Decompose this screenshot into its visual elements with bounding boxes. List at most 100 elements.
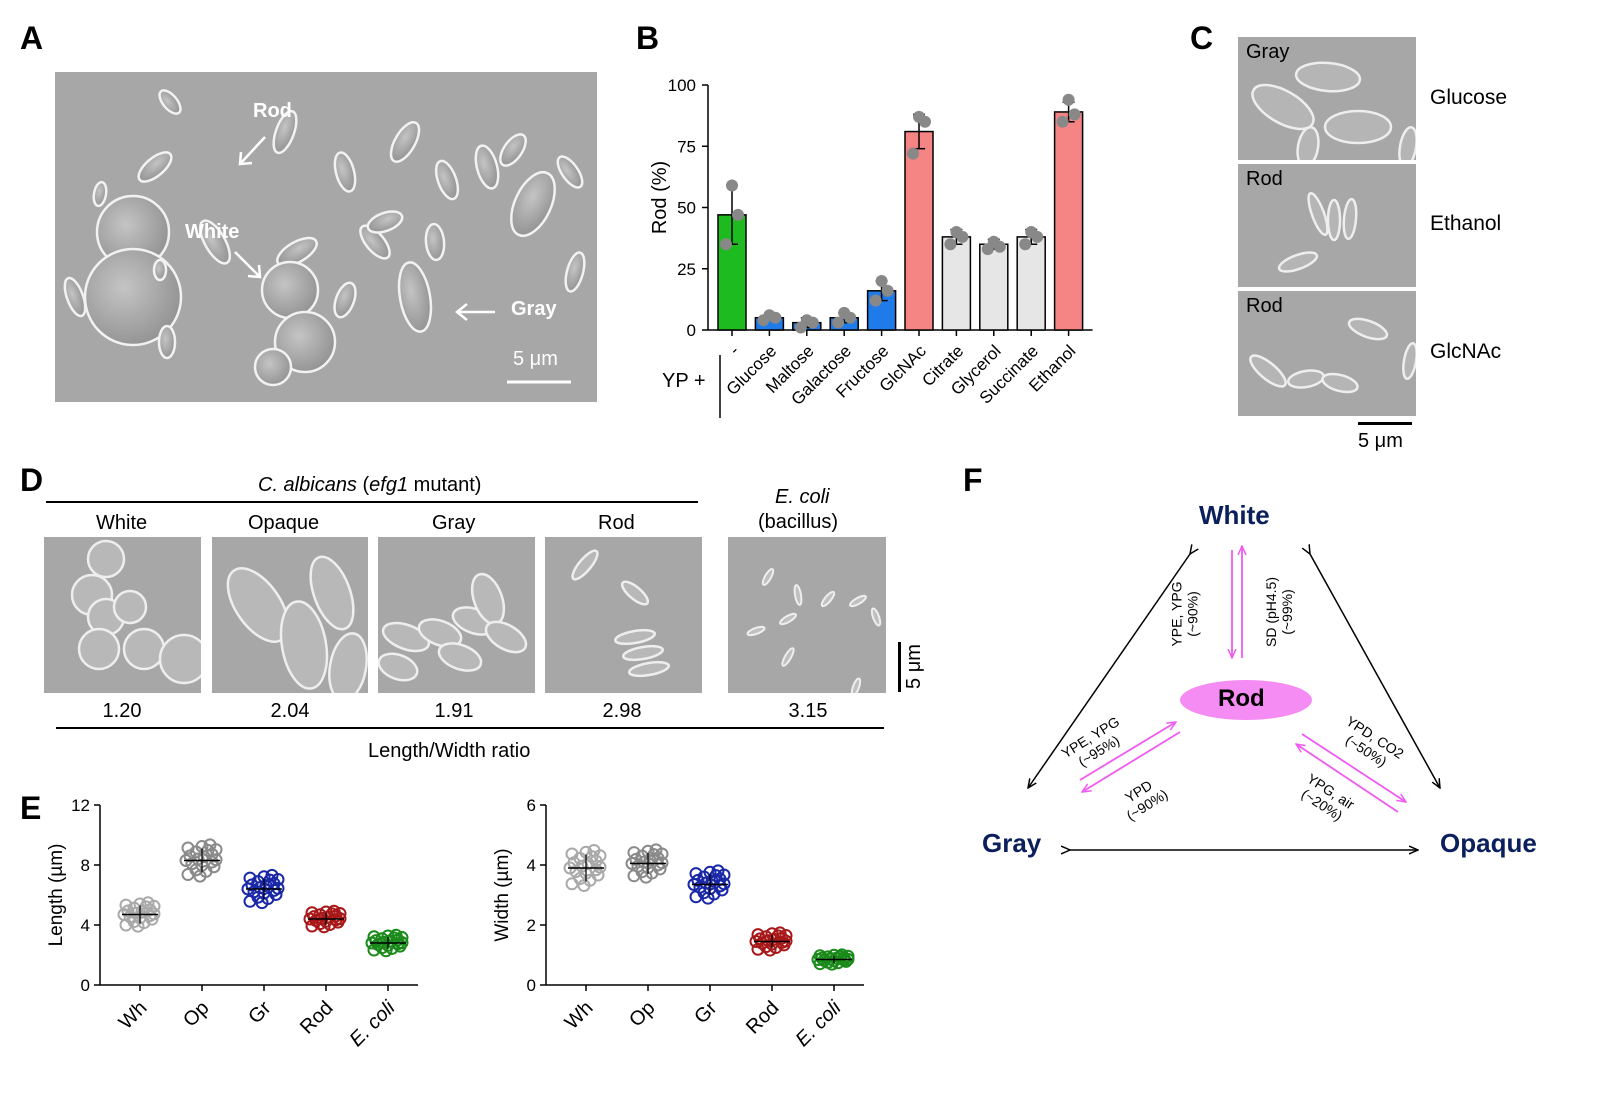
chart-b-ytick-label: 0 xyxy=(687,321,696,340)
c-row1-condition: Glucose xyxy=(1430,86,1508,109)
chart-b-point xyxy=(944,238,957,251)
chart-b-point xyxy=(726,179,738,192)
scalebar-a-label: 5 μm xyxy=(513,348,558,370)
chart-b-ytick-label: 50 xyxy=(677,199,696,218)
micrograph-c-rod1: Rod xyxy=(1238,164,1416,287)
label-rod-to-white: SD (pH4.5) (~99%) xyxy=(1263,577,1295,647)
micrograph-d-white-cells xyxy=(70,539,201,685)
panel-label-e: E xyxy=(20,790,42,826)
chart-e-length: 0 4 8 12 Length (µm) Wh Op Gr Rod E. coli xyxy=(46,796,418,1051)
d-group-open: ( xyxy=(362,474,370,496)
arrow-rod-to-opaque xyxy=(1301,733,1406,802)
chart-e-category-label: Rod xyxy=(742,997,784,1039)
chart-e-point xyxy=(699,876,713,890)
label-white-to-rod: YPE, YPG (~90%) xyxy=(1169,581,1201,646)
chart-b-point xyxy=(1062,93,1075,106)
chart-e-point xyxy=(813,949,827,963)
chart-b-point xyxy=(1068,108,1081,121)
chart-e-point xyxy=(119,898,133,912)
micrograph-d-ecoli-cells xyxy=(746,568,882,693)
chart-e-point xyxy=(751,928,765,942)
chart-e-ytick-label: 12 xyxy=(71,796,90,815)
scalebar-d xyxy=(898,642,901,692)
chart-b-ytick-label: 25 xyxy=(677,260,696,279)
c-row2-state: Rod xyxy=(1246,168,1283,190)
arrow-white-gray xyxy=(1028,554,1190,788)
chart-e-category-label: Wh xyxy=(115,997,152,1034)
chart-e-point xyxy=(379,944,393,958)
chart-b-point xyxy=(800,314,813,327)
chart-e-point xyxy=(203,838,217,852)
chart-e-category-label: Gr xyxy=(690,997,722,1029)
d-ecoli-sub: (bacillus) xyxy=(758,511,839,533)
label-rod: Rod xyxy=(253,100,292,122)
chart-b-bar xyxy=(979,243,1009,331)
chart-e-point xyxy=(131,919,145,933)
micrograph-a: Rod White Gray 5 μm xyxy=(55,72,597,402)
arrow-gray-to-rod xyxy=(1079,722,1176,781)
c-row2-condition: Ethanol xyxy=(1430,212,1502,235)
chart-e-ylabel: Width (µm) xyxy=(492,848,513,941)
micrograph-c-rod2: Rod xyxy=(1238,291,1416,416)
panel-label-f: F xyxy=(963,462,983,498)
chart-e-point xyxy=(193,869,207,883)
rod-node-ellipse xyxy=(1180,680,1312,720)
chart-b-point xyxy=(907,147,919,160)
d-col-white: White xyxy=(96,512,148,534)
chart-e-point xyxy=(815,951,829,965)
chart-e-category-label: E. coli xyxy=(791,997,845,1051)
chart-e-point xyxy=(191,852,205,866)
chart-e-point xyxy=(637,855,651,869)
chart-e-category-label: Gr xyxy=(244,997,276,1029)
chart-e-category-label: Op xyxy=(179,997,213,1031)
micrograph-a-cells xyxy=(63,89,586,387)
node-gray: Gray xyxy=(982,828,1042,858)
panel-label-d: D xyxy=(20,462,44,498)
chart-b-bar xyxy=(1053,111,1084,331)
node-white: White xyxy=(1199,500,1270,530)
micrograph-d-opaque-cells xyxy=(226,555,368,693)
chart-e-point xyxy=(701,891,715,905)
d-ratio-ecoli: 3.15 xyxy=(788,700,828,722)
c-row3-condition: GlcNAc xyxy=(1430,340,1502,363)
chart-b-point xyxy=(720,238,732,251)
chart-b-bar xyxy=(1016,236,1046,331)
label-gray: Gray xyxy=(511,298,557,320)
node-rod: Rod xyxy=(1218,685,1265,712)
chart-e-point xyxy=(841,949,855,963)
chart-b-point xyxy=(881,284,894,297)
chart-b-point xyxy=(838,306,851,319)
chart-e-point xyxy=(565,847,579,861)
chart-e-point xyxy=(141,896,155,910)
panel-label-b: B xyxy=(636,20,660,56)
chart-e-point xyxy=(711,864,725,878)
micrograph-c-gray-cells xyxy=(1251,61,1416,160)
chart-b: 0255075100-GlucoseMaltoseGalactoseFructo… xyxy=(668,76,1093,418)
chart-b-point xyxy=(913,110,925,123)
d-xlabel: Length/Width ratio xyxy=(368,740,531,762)
chart-b-point xyxy=(875,275,888,287)
d-col-opaque: Opaque xyxy=(248,512,320,534)
chart-b-ylabel: Rod (%) xyxy=(649,160,672,235)
chart-b-bar xyxy=(904,130,934,331)
chart-b-category-label: - xyxy=(725,341,742,358)
chart-e-width: 0 2 4 6 Width (µm) Wh Op Gr Rod E. coli xyxy=(492,796,864,1051)
d-ratio-line xyxy=(56,727,884,729)
label-rod-to-white-b: (~99%) xyxy=(1279,589,1296,635)
chart-b-point xyxy=(869,294,882,307)
c-row3-state: Rod xyxy=(1246,295,1283,317)
d-ecoli-title: E. coli xyxy=(775,486,830,508)
chart-e-ylabel: Length (µm) xyxy=(46,844,67,947)
chart-e-category-label: Wh xyxy=(561,997,598,1034)
micrograph-d-gray xyxy=(378,537,535,693)
label-white: White xyxy=(185,221,240,243)
d-ratio-white: 1.20 xyxy=(102,700,142,722)
panel-label-a: A xyxy=(20,20,44,56)
label-rod-to-white-a: SD (pH4.5) xyxy=(1263,576,1280,648)
chart-e-ytick-label: 6 xyxy=(527,796,536,815)
chart-b-point xyxy=(987,235,1000,248)
chart-e-point xyxy=(243,871,257,885)
chart-e-point xyxy=(577,879,591,893)
node-opaque: Opaque xyxy=(1440,828,1537,858)
c-row1-state: Gray xyxy=(1246,41,1290,63)
